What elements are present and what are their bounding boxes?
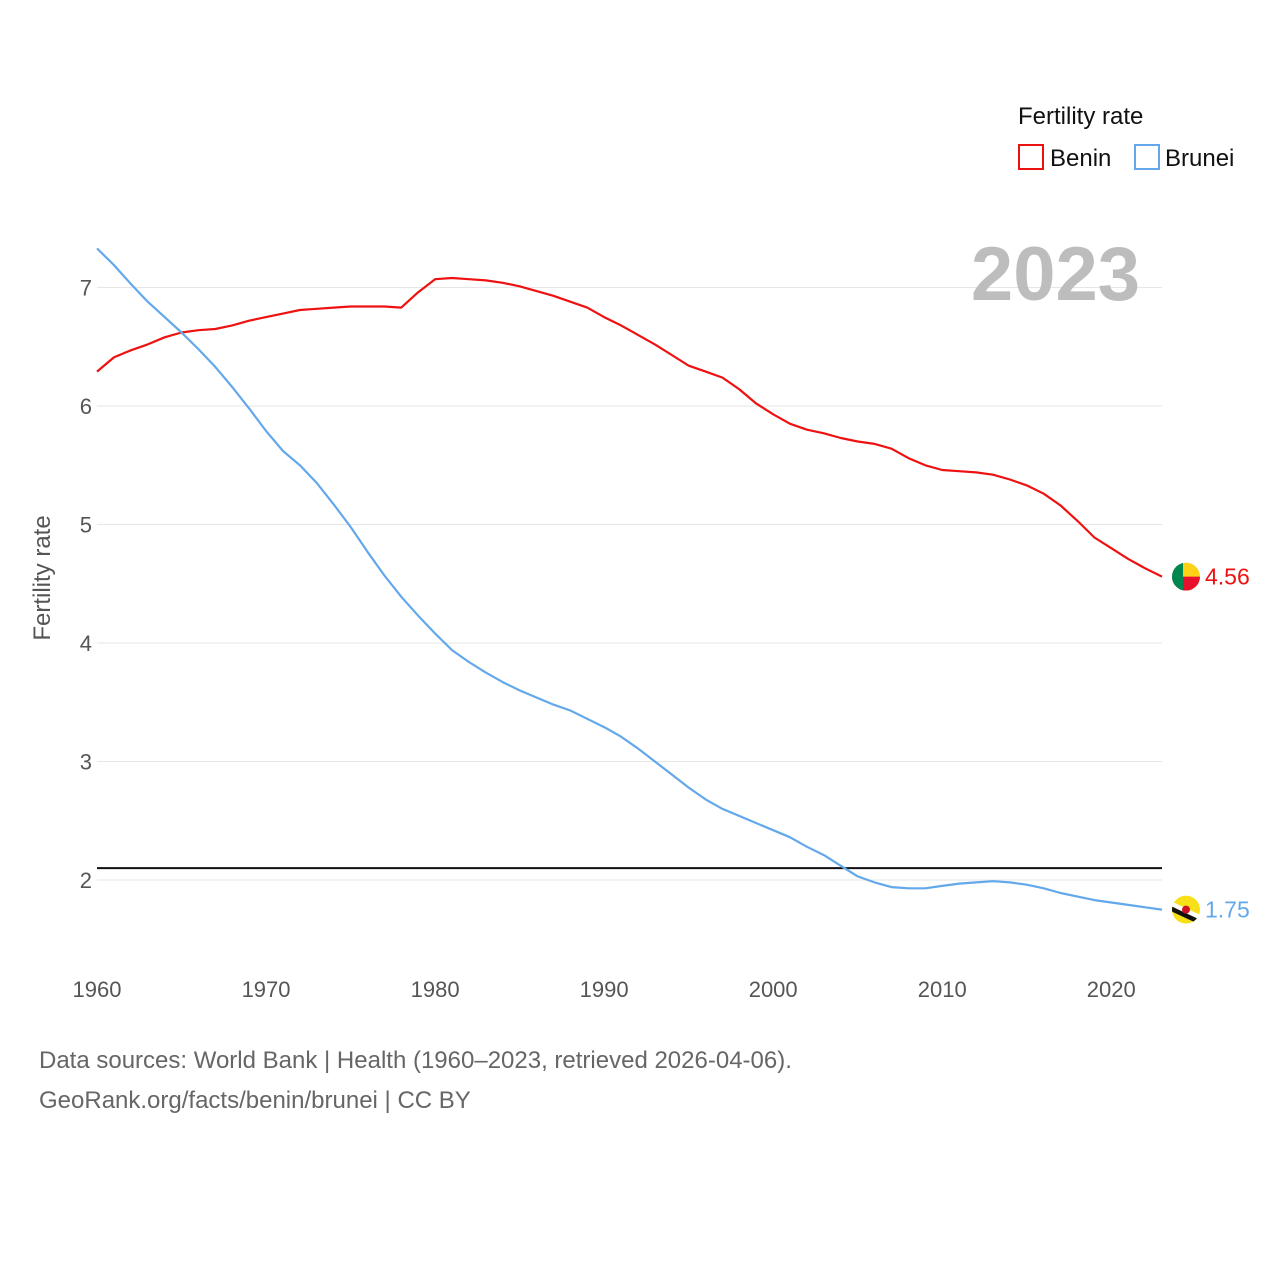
y-tick-3: 3 [80, 750, 92, 775]
y-tick-2: 2 [80, 868, 92, 893]
legend: Fertility rate Benin Brunei [1018, 103, 1234, 172]
y-tick-5: 5 [80, 513, 92, 538]
y-tick-7: 7 [80, 276, 92, 301]
legend-label-brunei[interactable]: Brunei [1165, 145, 1234, 172]
source-note: Data sources: World Bank | Health (1960–… [39, 1041, 792, 1121]
end-labels: 4.56 1.75 [1172, 562, 1250, 924]
x-tick-1960: 1960 [73, 977, 122, 1002]
series-line-brunei[interactable] [96, 247, 1163, 911]
source-link[interactable]: GeoRank.org/facts/benin/brunei | CC BY [39, 1087, 471, 1114]
legend-label-benin[interactable]: Benin [1050, 145, 1111, 172]
x-tick-1970: 1970 [242, 977, 291, 1002]
x-tick-1990: 1990 [580, 977, 629, 1002]
x-axis-ticks: 1960 1970 1980 1990 2000 2010 2020 [73, 977, 1136, 1002]
y-tick-6: 6 [80, 394, 92, 419]
x-tick-1980: 1980 [411, 977, 460, 1002]
end-label-benin: 4.56 [1205, 564, 1250, 590]
x-tick-2020: 2020 [1087, 977, 1136, 1002]
series-line-benin[interactable] [96, 276, 1163, 578]
y-axis-ticks: 2 3 4 5 6 7 [80, 276, 92, 894]
legend-swatch-brunei[interactable] [1134, 144, 1160, 170]
y-tick-4: 4 [80, 631, 92, 656]
grid-lines [97, 287, 1162, 881]
end-label-brunei: 1.75 [1205, 897, 1250, 923]
x-tick-2010: 2010 [918, 977, 967, 1002]
year-stamp: 2023 [971, 232, 1140, 317]
series-layer [96, 247, 1163, 911]
brunei-flag-icon [1172, 895, 1200, 924]
y-axis-title: Fertility rate [29, 515, 56, 640]
benin-flag-icon [1172, 562, 1200, 591]
source-line: Data sources: World Bank | Health (1960–… [39, 1047, 792, 1074]
x-tick-2000: 2000 [749, 977, 798, 1002]
legend-swatch-benin[interactable] [1018, 144, 1044, 170]
legend-title: Fertility rate [1018, 103, 1143, 130]
